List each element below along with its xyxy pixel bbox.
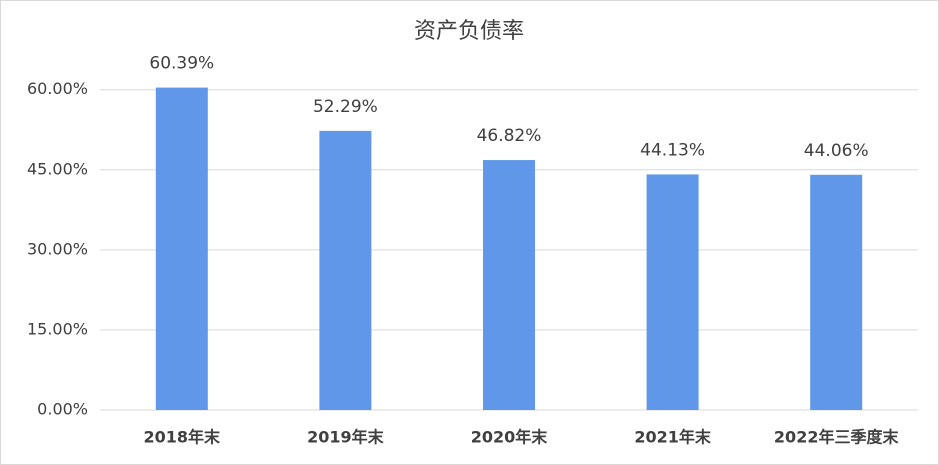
chart-title: 资产负债率 [414,19,524,44]
data-label: 44.06% [804,141,869,161]
data-label: 46.82% [477,126,542,146]
bar [810,174,863,410]
x-tick-label: 2018年末 [144,428,222,447]
y-tick-label: 30.00% [27,239,88,258]
bar [646,174,699,410]
data-label: 60.39% [149,54,214,74]
bar [155,87,208,411]
x-tick-label: 2022年三季度末 [774,428,900,447]
data-label: 52.29% [313,97,378,117]
bar [319,130,372,410]
y-tick-label: 0.00% [37,400,88,419]
x-tick-label: 2020年末 [471,428,549,447]
y-tick-label: 15.00% [27,319,88,338]
bar [483,160,535,410]
x-tick-label: 2021年末 [634,428,712,447]
y-tick-label: 45.00% [27,159,88,178]
data-label: 44.13% [640,140,705,160]
y-tick-label: 60.00% [27,79,88,98]
x-tick-label: 2019年末 [307,428,385,447]
